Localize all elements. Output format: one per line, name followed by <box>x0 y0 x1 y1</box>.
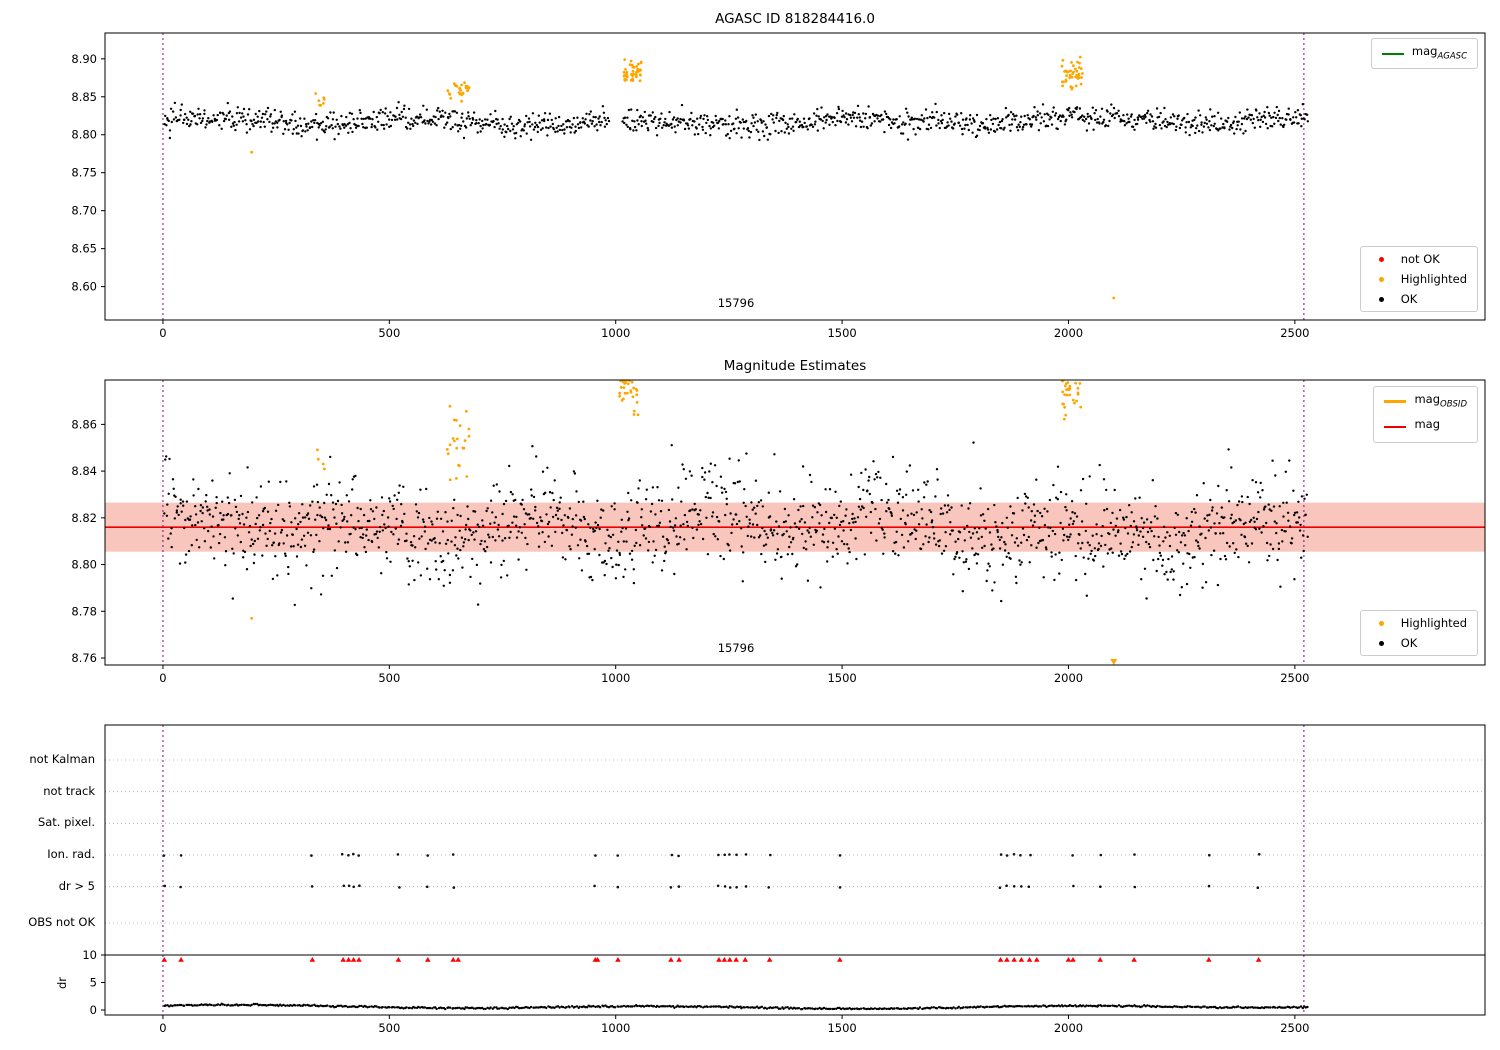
flag-label-not-track: not track <box>43 783 95 798</box>
svg-text:500: 500 <box>378 326 400 340</box>
svg-text:2500: 2500 <box>1280 1021 1309 1035</box>
svg-text:2500: 2500 <box>1280 326 1309 340</box>
plot1-obsid-annotation: 15796 <box>717 296 755 310</box>
svg-text:0: 0 <box>159 1021 166 1035</box>
flag-label-sat-pixel: Sat. pixel. <box>37 815 95 830</box>
svg-text:8.82: 8.82 <box>71 511 97 525</box>
legend-label-mag-agasc: magAGASC <box>1411 44 1467 62</box>
legend-label-highlighted-2: Highlighted <box>1400 616 1467 630</box>
ok2-dot-swatch <box>1379 640 1385 646</box>
not-ok-dot-wrap <box>1371 256 1393 262</box>
plot2-marker-legend: Highlighted OK <box>1359 610 1478 656</box>
dr-axis-label: dr <box>55 976 70 990</box>
svg-text:8.85: 8.85 <box>71 90 97 104</box>
legend-label-ok-2: OK <box>1400 636 1418 650</box>
svg-text:0: 0 <box>90 1003 97 1017</box>
svg-text:8.86: 8.86 <box>71 417 97 431</box>
ok2-dot-wrap <box>1371 640 1393 646</box>
svg-text:1500: 1500 <box>827 671 856 685</box>
svg-text:500: 500 <box>378 671 400 685</box>
legend-label-not-ok: not OK <box>1400 252 1440 266</box>
legend-item-highlighted: Highlighted <box>1371 272 1467 286</box>
svg-text:0: 0 <box>159 671 166 685</box>
plot2-line-legend: magOBSID mag <box>1373 386 1478 443</box>
svg-text:8.80: 8.80 <box>71 128 97 142</box>
legend-label-highlighted: Highlighted <box>1400 272 1467 286</box>
flag-label-ion-rad: Ion. rad. <box>47 847 95 861</box>
mag-obsid-line-swatch <box>1384 400 1407 404</box>
legend-label-mag: mag <box>1414 417 1441 432</box>
plot1-title: AGASC ID 818284416.0 <box>715 11 875 27</box>
svg-text:2000: 2000 <box>1054 326 1083 340</box>
legend-item-ok-2: OK <box>1371 636 1467 650</box>
highlighted2-dot-swatch <box>1379 620 1385 626</box>
svg-text:1000: 1000 <box>601 1021 630 1035</box>
legend-item-mag-obsid: magOBSID <box>1384 392 1467 411</box>
plot2-title: Magnitude Estimates <box>723 358 867 374</box>
svg-text:8.75: 8.75 <box>71 166 97 180</box>
plot1-line-legend: magAGASC <box>1370 38 1478 70</box>
mag-agasc-line-swatch <box>1381 52 1404 55</box>
highlighted-dot-wrap <box>1371 276 1393 282</box>
flag-label-obs-not-ok: OBS not OK <box>28 915 95 929</box>
svg-text:8.78: 8.78 <box>71 604 97 618</box>
svg-text:0: 0 <box>159 326 166 340</box>
svg-text:2500: 2500 <box>1280 671 1309 685</box>
flag-label-not-kalman: not Kalman <box>29 752 95 766</box>
legend-item-ok: OK <box>1371 292 1467 306</box>
svg-text:2000: 2000 <box>1054 1021 1083 1035</box>
svg-text:8.70: 8.70 <box>71 204 97 218</box>
svg-text:8.80: 8.80 <box>71 558 97 572</box>
highlighted-dot-swatch <box>1379 276 1385 282</box>
ok-dot-swatch <box>1379 296 1385 302</box>
svg-text:8.65: 8.65 <box>71 242 97 256</box>
legend-item-highlighted-2: Highlighted <box>1371 616 1467 630</box>
svg-text:1500: 1500 <box>827 1021 856 1035</box>
flag-label-dr-gt-5: dr > 5 <box>58 878 95 893</box>
mag-line-swatch <box>1384 425 1407 428</box>
svg-text:500: 500 <box>378 1021 400 1035</box>
svg-text:8.76: 8.76 <box>71 651 97 665</box>
legend-item-mag-agasc: magAGASC <box>1381 44 1467 63</box>
plot2-obsid-annotation: 15796 <box>717 641 755 655</box>
legend-label-mag-obsid: magOBSID <box>1414 392 1467 410</box>
legend-label-ok: OK <box>1400 292 1418 306</box>
not-ok-dot-swatch <box>1379 256 1385 262</box>
plot1-marker-legend: not OK Highlighted OK <box>1359 246 1478 312</box>
svg-text:5: 5 <box>90 976 97 990</box>
svg-text:2000: 2000 <box>1054 671 1083 685</box>
legend-item-mag: mag <box>1384 417 1467 436</box>
ok-dot-wrap <box>1371 296 1393 302</box>
svg-text:8.84: 8.84 <box>71 464 97 478</box>
svg-text:10: 10 <box>82 948 97 962</box>
svg-text:1500: 1500 <box>827 326 856 340</box>
highlighted2-dot-wrap <box>1371 620 1393 626</box>
legend-item-not-ok: not OK <box>1371 252 1467 266</box>
svg-text:8.90: 8.90 <box>71 52 97 66</box>
svg-text:1000: 1000 <box>601 671 630 685</box>
svg-text:8.60: 8.60 <box>71 280 97 294</box>
svg-text:1000: 1000 <box>601 326 630 340</box>
